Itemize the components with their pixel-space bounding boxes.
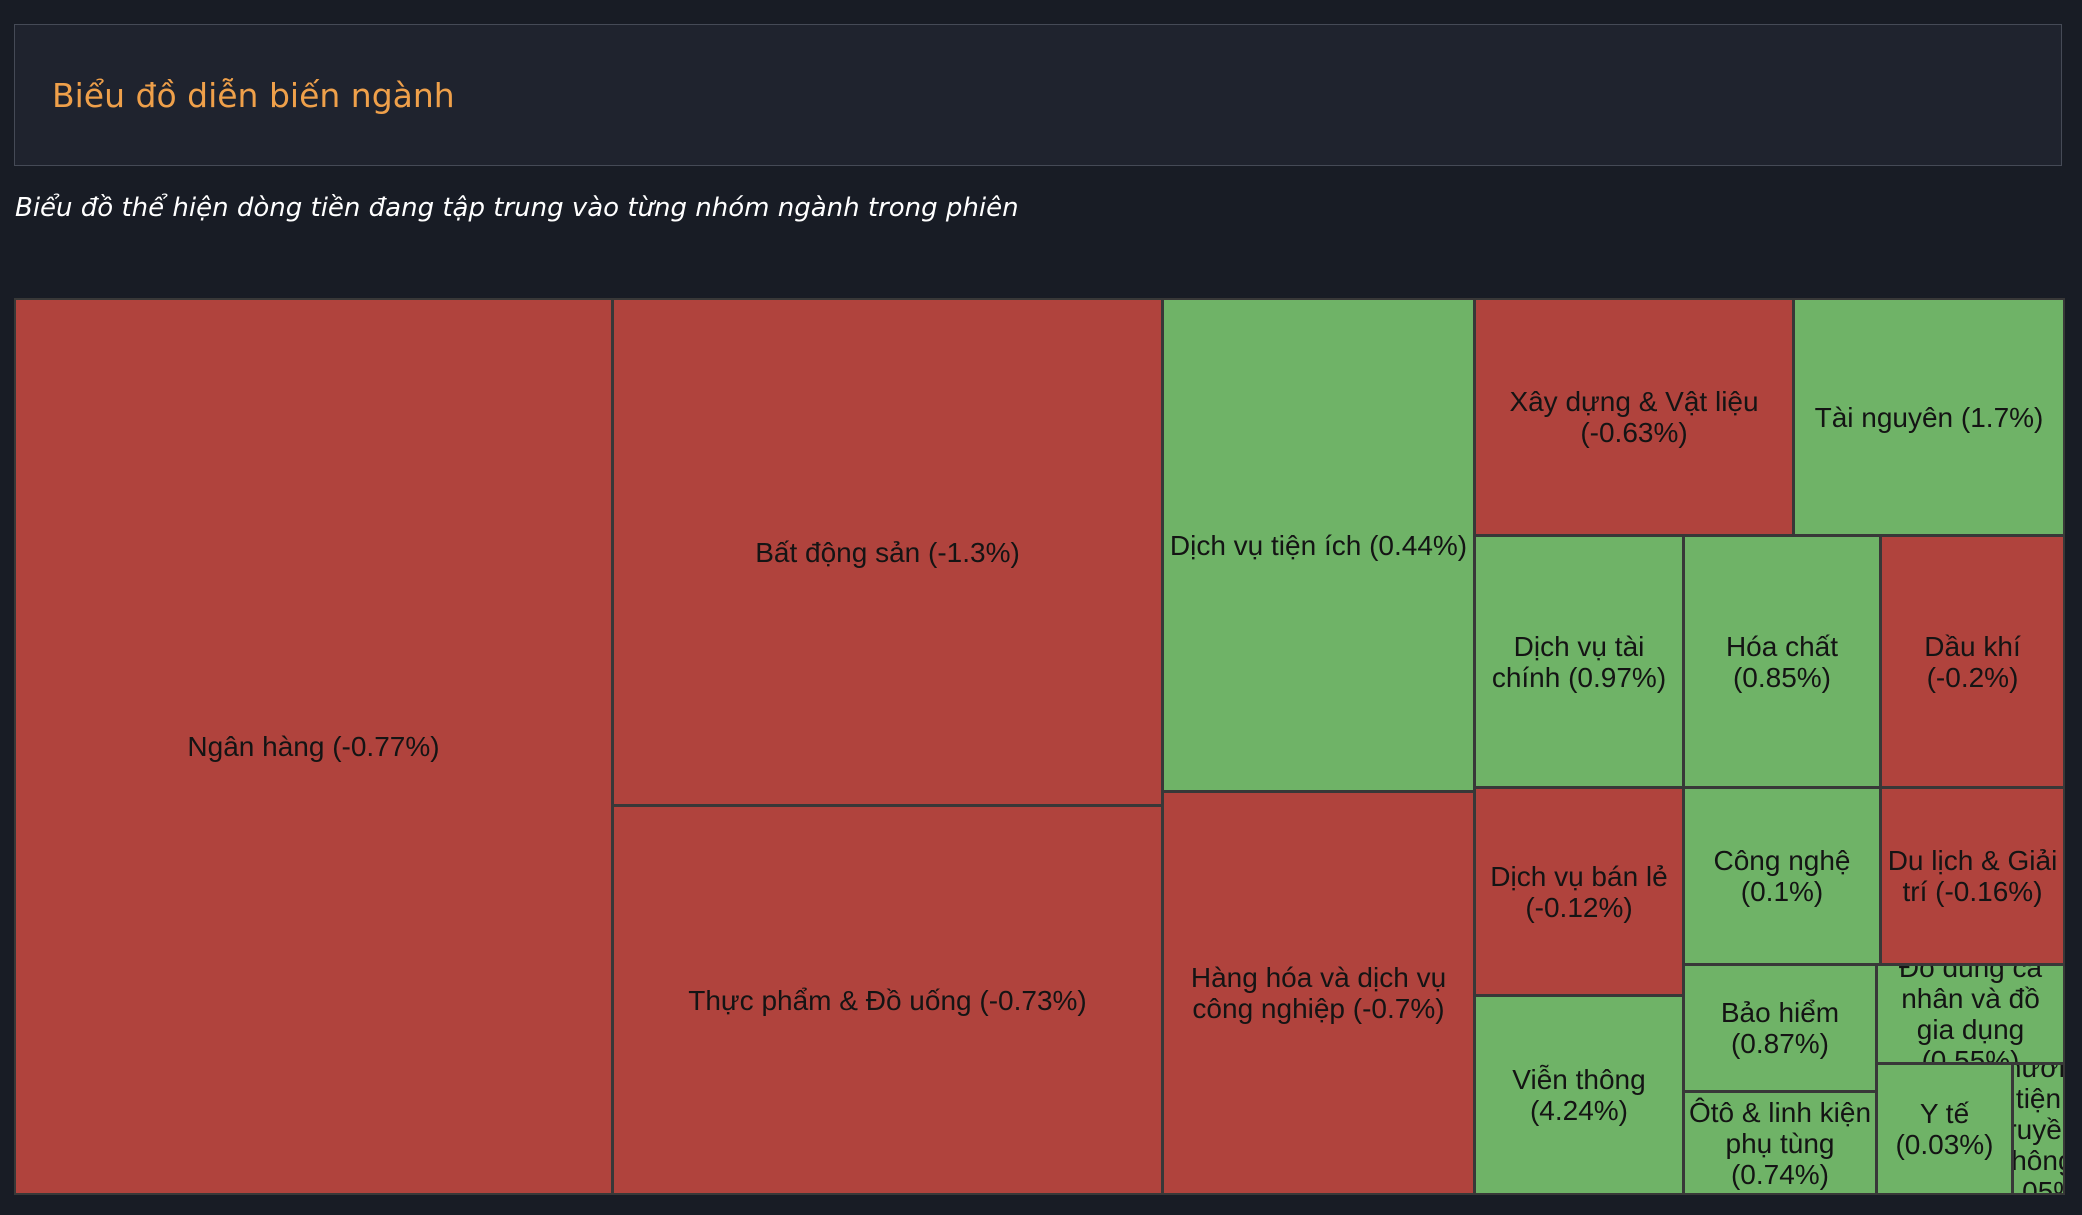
treemap-tile-dau-khi[interactable]: Dầu khí (-0.2%): [1880, 535, 2065, 788]
treemap-tile-xay-dung-vat-lieu[interactable]: Xây dựng & Vật liệu (-0.63%): [1474, 298, 1794, 536]
treemap-tile-label: Y tế (0.03%): [1895, 1098, 1994, 1160]
treemap-tile-label: Dầu khí (-0.2%): [1924, 630, 2021, 693]
treemap-tile-label: Hóa chất (0.85%): [1725, 630, 1839, 693]
treemap-tile-dich-vu-tai-chinh[interactable]: Dịch vụ tài chính (0.97%): [1474, 535, 1684, 788]
treemap-tile-cong-nghe[interactable]: Công nghệ (0.1%): [1683, 787, 1881, 965]
treemap-tile-label: Viễn thông (4.24%): [1512, 1064, 1646, 1126]
treemap-tile-label: Dịch vụ bán lẻ (-0.12%): [1490, 860, 1668, 923]
treemap-tile-label: Bảo hiểm (0.87%): [1720, 997, 1840, 1059]
treemap-tile-label: Đồ dùng cá nhân và đồ gia dụng (0.55%): [1898, 964, 2043, 1064]
treemap-tile-vien-thong[interactable]: Viễn thông (4.24%): [1474, 995, 1684, 1195]
page-title: Biểu đồ diễn biến ngành: [52, 76, 455, 115]
treemap-chart: Ngân hàng (-0.77%) Bất động sản (-1.3%) Th…: [14, 298, 2065, 1195]
treemap-tile-label: Bất động sản (-1.3%): [755, 536, 1020, 568]
treemap-tile-oto-linh-kien-phu-tung[interactable]: Ôtô & linh kiện phụ tùng (0.74%): [1683, 1091, 1877, 1195]
treemap-tile-label: Dịch vụ tài chính (0.97%): [1491, 630, 1667, 693]
treemap-tile-bat-dong-san[interactable]: Bất động sản (-1.3%): [612, 298, 1163, 806]
treemap-tile-label: Ôtô & linh kiện phụ tùng (0.74%): [1688, 1096, 1872, 1190]
treemap-tile-label: Hàng hóa và dịch vụ công nghiệp (-0.7%): [1190, 962, 1447, 1024]
treemap-tile-do-dung-ca-nhan-va-do-gia-dung[interactable]: Đồ dùng cá nhân và đồ gia dụng (0.55%): [1876, 964, 2065, 1064]
treemap-tile-dich-vu-ban-le[interactable]: Dịch vụ bán lẻ (-0.12%): [1474, 787, 1684, 996]
treemap-tile-label: Phương tiện truyền thông (0.05%): [2012, 1063, 2063, 1195]
chart-header: Biểu đồ diễn biến ngành: [14, 24, 2062, 166]
treemap-tile-label: Du lịch & Giải trí (-0.16%): [1887, 845, 2058, 907]
treemap-tile-hoa-chat[interactable]: Hóa chất (0.85%): [1683, 535, 1881, 788]
treemap-tile-dich-vu-tien-ich[interactable]: Dịch vụ tiện ích (0.44%): [1162, 298, 1475, 792]
treemap-tile-bao-hiem[interactable]: Bảo hiểm (0.87%): [1683, 964, 1877, 1092]
treemap-tile-label: Dịch vụ tiện ích (0.44%): [1169, 529, 1468, 561]
treemap-tile-ngan-hang[interactable]: Ngân hàng (-0.77%): [14, 298, 613, 1195]
treemap-tile-phuong-tien-truyen-thong[interactable]: Phương tiện truyền thông (0.05%): [2012, 1063, 2065, 1195]
treemap-tile-label: Xây dựng & Vật liệu (-0.63%): [1509, 386, 1759, 448]
chart-subtitle: Biểu đồ thể hiện dòng tiền đang tập trun…: [15, 193, 1019, 223]
treemap-tile-label: Ngân hàng (-0.77%): [187, 731, 440, 762]
treemap-tile-y-te[interactable]: Y tế (0.03%): [1876, 1063, 2013, 1195]
treemap-tile-label: Công nghệ (0.1%): [1713, 845, 1851, 907]
treemap-tile-label: Tài nguyên (1.7%): [1814, 401, 2044, 433]
treemap-tile-tai-nguyen[interactable]: Tài nguyên (1.7%): [1793, 298, 2065, 536]
treemap-tile-du-lich-giai-tri[interactable]: Du lịch & Giải trí (-0.16%): [1880, 787, 2065, 965]
treemap-tile-thuc-pham-do-uong[interactable]: Thực phẩm & Đồ uống (-0.73%): [612, 805, 1163, 1195]
treemap-tile-hang-hoa-va-dich-vu-cong-nghiep[interactable]: Hàng hóa và dịch vụ công nghiệp (-0.7%): [1162, 791, 1475, 1195]
treemap-tile-label: Thực phẩm & Đồ uống (-0.73%): [688, 984, 1087, 1016]
